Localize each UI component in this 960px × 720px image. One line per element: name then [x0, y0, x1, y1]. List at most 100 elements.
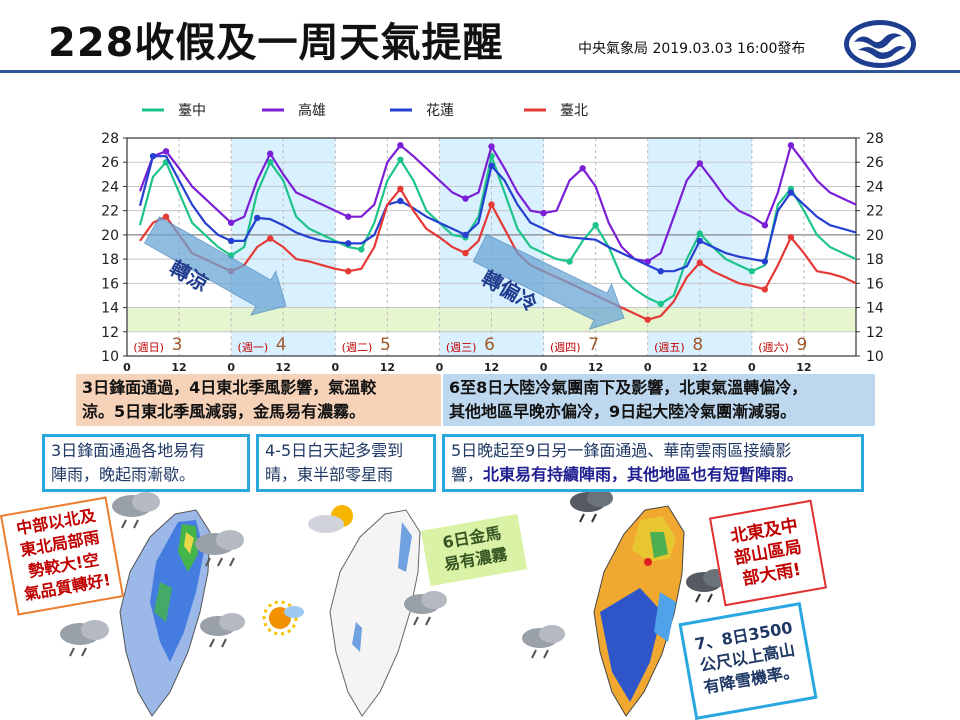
trend-arrow [472, 233, 625, 330]
series-point [149, 152, 157, 160]
summary-box-cold: 6至8日大陸冷氣團南下及影響，北東氣溫轉偏冷， 其他地區早晚亦偏冷，9日起大陸冷… [443, 374, 875, 426]
page-title: 228收假及一周天氣提醒 [48, 20, 504, 66]
series-point [462, 249, 469, 257]
day-weekday-label: (週四) [550, 341, 581, 354]
y-tick-label-right: 14 [866, 301, 884, 317]
legend-label: 高雄 [298, 102, 326, 119]
summary-line: 涼。5日東北季風減弱，金馬易有濃霧。 [82, 402, 366, 421]
series-point [657, 268, 664, 275]
series-point [644, 258, 651, 265]
x-tick-label: 0 [227, 361, 235, 372]
note-north-central-rain: 中部以北及 東北局部雨 勢較大!空 氣品質轉好! [0, 496, 125, 616]
rain-box-day4-5: 4-5日白天起多雲到 晴，東半部零星雨 [256, 434, 436, 492]
y-tick-label-left: 16 [101, 276, 119, 292]
series-point [266, 159, 274, 166]
day-date-label: 6 [484, 335, 495, 355]
heavy-rain-cloud-icon [570, 492, 613, 523]
y-tick-label-right: 16 [866, 276, 884, 292]
plot-frame [126, 137, 857, 357]
series-point [761, 286, 769, 293]
series-point [266, 150, 274, 157]
day-date-label: 3 [172, 335, 183, 355]
day-date-label: 5 [380, 335, 391, 355]
series-line [139, 187, 857, 321]
series-point [345, 240, 352, 247]
x-tick-label: 0 [540, 361, 548, 372]
series-point [345, 213, 352, 220]
series-point [488, 162, 495, 170]
series-point [488, 201, 495, 208]
summary-line: 3日鋒面通過，4日東北季風影響，氣溫較 [82, 378, 377, 397]
y-tick-label-left: 12 [101, 325, 119, 341]
rain-line: 陣雨，晚起雨漸歇。 [51, 465, 196, 484]
rain-box-day3: 3日鋒面通過各地易有 陣雨，晚起雨漸歇。 [42, 434, 250, 492]
x-tick-label: 12 [171, 361, 186, 372]
rain-cloud-icon [404, 591, 447, 626]
rain-line: 5日晚起至9日另一鋒面通過、華南雲雨區接續影 [451, 441, 792, 460]
rain-line: 響，北東易有持續陣雨，其他地區也有短暫陣雨。 [451, 463, 855, 487]
rain-line: 晴，東半部零星雨 [265, 465, 394, 484]
x-tick-label: 12 [796, 361, 811, 372]
y-tick-label-left: 18 [101, 252, 119, 268]
series-point [787, 189, 795, 196]
sun-icon [262, 600, 304, 636]
series-point [227, 219, 235, 226]
series-point [397, 185, 404, 193]
y-tick-label-right: 12 [866, 325, 884, 341]
series-point [397, 142, 404, 149]
day-date-label: 4 [276, 335, 287, 355]
x-tick-label: 0 [331, 361, 339, 372]
series-point [696, 237, 703, 245]
x-tick-label: 0 [748, 361, 756, 372]
y-tick-label-right: 22 [866, 204, 884, 220]
legend-label: 臺中 [178, 103, 206, 119]
x-tick-label: 12 [692, 361, 707, 372]
x-tick-label: 0 [436, 361, 444, 372]
taiwan-rain-map-1 [119, 509, 211, 717]
series-point [162, 148, 170, 155]
trend-arrow-shape [143, 216, 287, 316]
series-point [462, 231, 469, 239]
series-point [696, 160, 703, 167]
series-point [345, 268, 352, 275]
y-tick-label-left: 10 [101, 349, 119, 365]
summary-line: 6至8日大陸冷氣團南下及影響，北東氣溫轉偏冷， [449, 378, 808, 397]
series-point [358, 246, 365, 253]
day-weekday-label: (週一) [238, 341, 269, 354]
y-tick-label-right: 24 [866, 179, 884, 195]
x-tick-label: 12 [588, 361, 603, 372]
x-tick-label: 12 [484, 361, 499, 372]
y-tick-label-left: 26 [101, 155, 119, 171]
series-point [540, 209, 547, 217]
trend-arrow-shape [472, 233, 625, 330]
series-point [787, 142, 795, 149]
map-panel [60, 492, 729, 717]
series-point [579, 165, 586, 172]
y-tick-label-left: 20 [101, 228, 119, 244]
series-point [787, 234, 795, 241]
rain-line: 4-5日白天起多雲到 [265, 441, 404, 460]
rain-cloud-icon [200, 613, 245, 648]
series-point [761, 222, 769, 229]
day-weekday-label: (週二) [342, 341, 373, 354]
trend-arrow [143, 216, 287, 316]
series-point [696, 259, 703, 266]
y-tick-label-left: 28 [101, 131, 119, 147]
partly-cloudy-icon [308, 505, 353, 533]
series-point [397, 197, 404, 205]
issuer-text: 中央氣象局 2019.03.03 16:00發布 [578, 41, 806, 57]
day-weekday-label: (週五) [654, 341, 685, 354]
rain-cloud-icon [195, 530, 244, 567]
y-tick-label-left: 24 [101, 179, 119, 195]
header-divider [0, 70, 960, 73]
series-point [696, 230, 703, 237]
day-weekday-label: (週六) [758, 341, 789, 354]
day-date-label: 9 [797, 335, 808, 355]
day-date-label: 8 [692, 335, 703, 355]
rain-line: 3日鋒面通過各地易有 [51, 441, 206, 460]
series-point [397, 156, 404, 163]
legend-label: 臺北 [560, 103, 588, 119]
day-weekday-label: (週三) [446, 341, 477, 354]
series-point [644, 316, 651, 323]
